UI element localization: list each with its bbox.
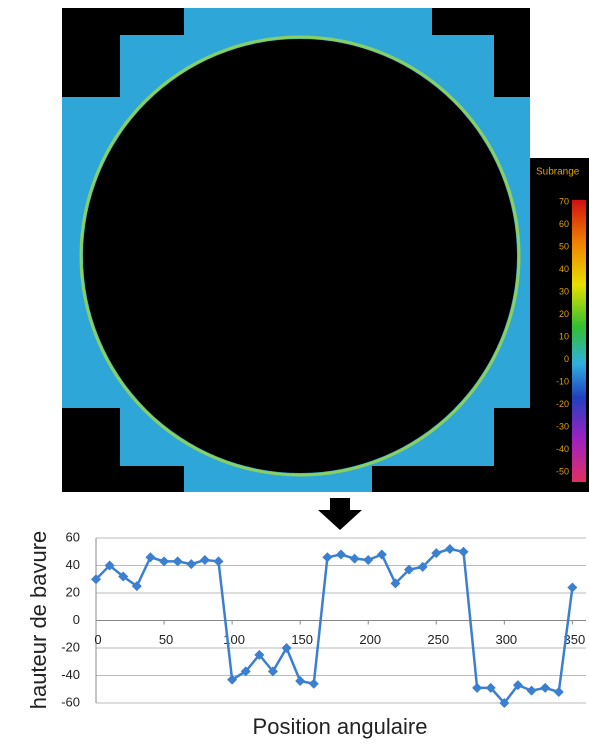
data-point bbox=[118, 571, 129, 582]
data-point bbox=[308, 678, 319, 689]
data-point bbox=[540, 682, 551, 693]
data-point bbox=[227, 674, 238, 685]
data-point bbox=[417, 561, 428, 572]
data-point bbox=[390, 578, 401, 589]
arrow bbox=[318, 498, 362, 530]
data-point bbox=[472, 682, 483, 693]
data-point bbox=[213, 556, 224, 567]
data-point bbox=[322, 552, 333, 563]
part-hole bbox=[83, 39, 517, 473]
colorbar bbox=[572, 200, 586, 482]
data-point bbox=[458, 546, 469, 557]
data-point bbox=[295, 676, 306, 686]
colorbar-tick-label: 60 bbox=[559, 219, 569, 229]
data-point bbox=[404, 564, 415, 575]
corner-notch bbox=[62, 8, 184, 97]
x-tick-label: 0 bbox=[94, 632, 101, 647]
colorbar-tick-label: -30 bbox=[556, 421, 569, 431]
colorbar-tick-label: -40 bbox=[556, 444, 569, 454]
x-tick-label: 300 bbox=[495, 632, 517, 647]
colorbar-tick-label: 70 bbox=[559, 196, 569, 206]
x-tick-label: 350 bbox=[564, 632, 586, 647]
series-line bbox=[95, 547, 574, 705]
colorbar-tick-label: 50 bbox=[559, 241, 569, 251]
data-point bbox=[254, 649, 265, 660]
data-point bbox=[159, 556, 170, 567]
x-tick-label: 150 bbox=[291, 632, 313, 647]
data-point bbox=[172, 556, 183, 567]
colorbar-tick-label: -20 bbox=[556, 399, 569, 409]
corner-notch bbox=[62, 408, 184, 492]
y-tick-label: -40 bbox=[61, 667, 80, 682]
y-tick-label: 0 bbox=[73, 612, 80, 627]
corner-notch bbox=[432, 8, 530, 97]
data-point bbox=[553, 687, 564, 697]
colorbar-tick-label: 0 bbox=[564, 354, 569, 364]
y-tick-label: 20 bbox=[66, 584, 80, 599]
data-point bbox=[363, 555, 374, 565]
y-tick-label: -60 bbox=[61, 694, 80, 709]
data-point bbox=[526, 685, 537, 696]
colorbar-tick-label: 30 bbox=[559, 286, 569, 296]
colorbar-tick-label: -10 bbox=[556, 376, 569, 386]
chart: hauteur de bavure Position angulaire -60… bbox=[26, 529, 586, 739]
y-tick-label: 60 bbox=[66, 529, 80, 544]
data-point bbox=[281, 643, 292, 653]
x-tick-label: 200 bbox=[359, 632, 381, 647]
data-point bbox=[104, 560, 115, 571]
y-tick-label: -20 bbox=[61, 639, 80, 654]
data-point bbox=[131, 581, 142, 592]
data-point bbox=[145, 552, 156, 563]
colorbar-tick-label: 10 bbox=[559, 331, 569, 341]
colorbar-tick-label: -50 bbox=[556, 466, 569, 476]
data-point bbox=[349, 553, 360, 564]
data-point bbox=[512, 680, 523, 691]
corner-notch bbox=[372, 408, 530, 492]
data-point bbox=[567, 582, 578, 593]
data-point bbox=[199, 555, 210, 565]
data-point bbox=[485, 682, 496, 693]
data-point bbox=[267, 666, 278, 677]
colorbar-tick-label: 20 bbox=[559, 309, 569, 319]
data-point bbox=[240, 666, 251, 677]
part-edge bbox=[79, 35, 521, 477]
data-point bbox=[336, 549, 346, 560]
y-axis-label: hauteur de bavure bbox=[26, 531, 51, 710]
data-point bbox=[376, 549, 387, 560]
colorbar-tick-label: 40 bbox=[559, 264, 569, 274]
data-point bbox=[186, 559, 197, 570]
colorbar-label: Subrange bbox=[536, 167, 580, 178]
x-tick-label: 250 bbox=[427, 632, 449, 647]
x-axis-label: Position angulaire bbox=[253, 714, 428, 739]
data-point bbox=[91, 574, 101, 585]
x-tick-label: 50 bbox=[159, 632, 173, 647]
data-point bbox=[444, 544, 455, 554]
data-point bbox=[499, 698, 510, 708]
data-point bbox=[431, 548, 442, 559]
y-tick-label: 40 bbox=[66, 557, 80, 572]
